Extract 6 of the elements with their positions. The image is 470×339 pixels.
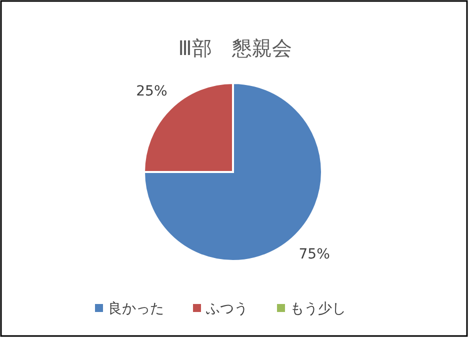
legend-label: ふつう xyxy=(205,301,248,317)
data-label: 75% xyxy=(298,246,330,262)
legend-label: もう少し xyxy=(290,301,346,317)
legend-label: 良かった xyxy=(108,301,164,317)
chart-title: Ⅲ部 懇親会 xyxy=(178,36,292,60)
data-label: 25% xyxy=(136,84,168,100)
